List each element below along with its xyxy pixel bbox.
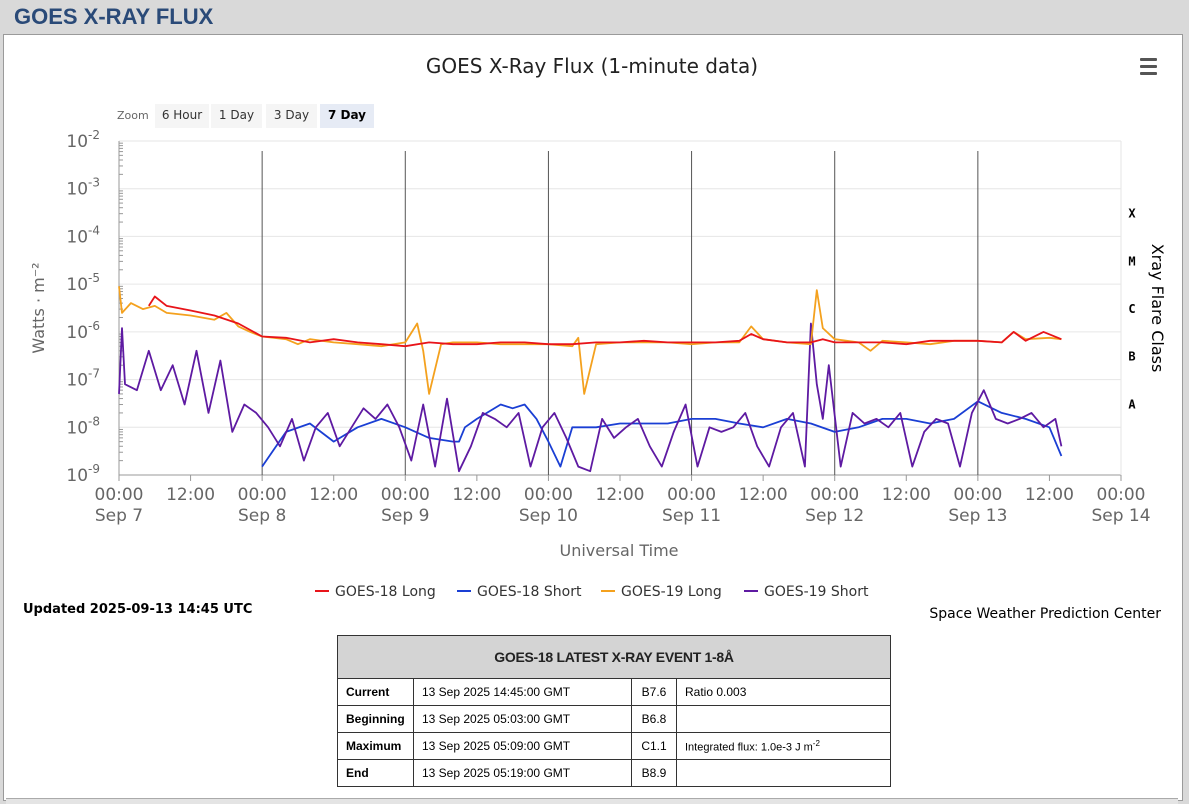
x-tick-time: 12:00 [166,485,215,505]
menu-icon [1140,58,1157,61]
y-axis-label: Watts · m⁻² [29,262,48,353]
legend-goes19-short[interactable]: GOES-19 Short [744,584,869,602]
x-tick-date: Sep 10 [519,506,578,526]
row-label: Maximum [337,732,414,760]
row-class: C1.1 [631,732,677,760]
x-tick-time: 00:00 [381,485,430,505]
y-tick-label: 10-4 [66,223,100,247]
y-tick-label: 10-5 [66,271,100,295]
x-axis-label: Universal Time [559,541,678,560]
y-tick-label: 10-2 [66,128,100,152]
zoom-1-day-button[interactable]: 1 Day [211,104,262,128]
bottom-scrollbar[interactable] [6,798,1178,804]
y-tick-label: 10-7 [66,367,100,391]
y-tick-label: 10-8 [66,414,100,438]
row-class: B7.6 [631,678,677,706]
y-tick-label: 10-9 [66,462,100,486]
series-line-goes-18-long [148,295,1062,348]
x-tick-time: 12:00 [309,485,358,505]
x-tick-time: 12:00 [739,485,788,505]
page-header: GOES X-RAY FLUX [0,0,1189,34]
table-row: End 13 Sep 2025 05:19:00 GMT B8.9 [337,759,891,787]
x-tick-time: 00:00 [810,485,859,505]
row-time: 13 Sep 2025 14:45:00 GMT [413,678,632,706]
y-tick-label: 10-3 [66,176,100,200]
plot-area [119,141,1121,475]
legend-goes19-long[interactable]: GOES-19 Long [601,584,722,602]
zoom-6-hour-button[interactable]: 6 Hour [155,104,209,128]
x-tick-time: 00:00 [1097,485,1146,505]
row-label: Beginning [337,705,414,733]
table-row: Current 13 Sep 2025 14:45:00 GMT B7.6 Ra… [337,678,891,706]
credit-text: Space Weather Prediction Center [929,606,1161,622]
legend-goes18-short[interactable]: GOES-18 Short [457,584,582,602]
page-title: GOES X-RAY FLUX [14,4,214,29]
x-tick-date: Sep 7 [95,506,143,526]
chart-menu-button[interactable] [1138,58,1160,78]
x-tick-time: 00:00 [667,485,716,505]
x-tick-time: 12:00 [1025,485,1074,505]
flare-class-label: C [1128,302,1135,316]
legend-goes18-long[interactable]: GOES-18 Long [315,584,436,602]
row-extra [676,705,891,733]
row-class: B6.8 [631,705,677,733]
row-label: Current [337,678,414,706]
row-label: End [337,759,414,787]
row-time: 13 Sep 2025 05:19:00 GMT [413,759,632,787]
row-extra: Integrated flux: 1.0e-3 J m-2 [676,732,891,760]
x-tick-time: 00:00 [95,485,144,505]
x-tick-time: 12:00 [596,485,645,505]
x-tick-time: 00:00 [524,485,573,505]
series-line-goes-19-long [118,286,1062,395]
x-tick-time: 00:00 [953,485,1002,505]
row-class: B8.9 [631,759,677,787]
row-extra: Ratio 0.003 [676,678,891,706]
x-tick-time: 00:00 [238,485,287,505]
x-tick-date: Sep 14 [1091,506,1150,526]
y-tick-label: 10-6 [66,319,100,343]
chart-title: GOES X-Ray Flux (1-minute data) [426,54,758,78]
x-tick-date: Sep 12 [805,506,864,526]
x-tick-date: Sep 8 [238,506,286,526]
table-row: Beginning 13 Sep 2025 05:03:00 GMT B6.8 [337,705,891,733]
zoom-label: Zoom [117,109,149,122]
right-axis-label: Xray Flare Class [1148,244,1167,373]
event-table-title: GOES-18 LATEST X-RAY EVENT 1-8Å [337,635,891,679]
row-time: 13 Sep 2025 05:09:00 GMT [413,732,632,760]
zoom-7-day-button[interactable]: 7 Day [320,104,374,128]
table-row: Maximum 13 Sep 2025 05:09:00 GMT C1.1 In… [337,732,891,760]
x-tick-date: Sep 9 [381,506,429,526]
flare-class-label: B [1128,350,1135,364]
series-line-goes-19-short [118,322,1063,473]
x-tick-date: Sep 11 [662,506,721,526]
x-tick-date: Sep 13 [948,506,1007,526]
zoom-3-day-button[interactable]: 3 Day [266,104,317,128]
row-extra [676,759,891,787]
row-time: 13 Sep 2025 05:03:00 GMT [413,705,632,733]
x-tick-time: 12:00 [882,485,931,505]
flare-class-label: M [1128,254,1135,268]
flare-class-label: X [1128,207,1136,221]
updated-timestamp: Updated 2025-09-13 14:45 UTC [23,602,253,617]
x-tick-time: 12:00 [452,485,501,505]
flare-class-label: A [1128,397,1136,411]
xray-event-table: GOES-18 LATEST X-RAY EVENT 1-8Å Current … [337,635,891,787]
